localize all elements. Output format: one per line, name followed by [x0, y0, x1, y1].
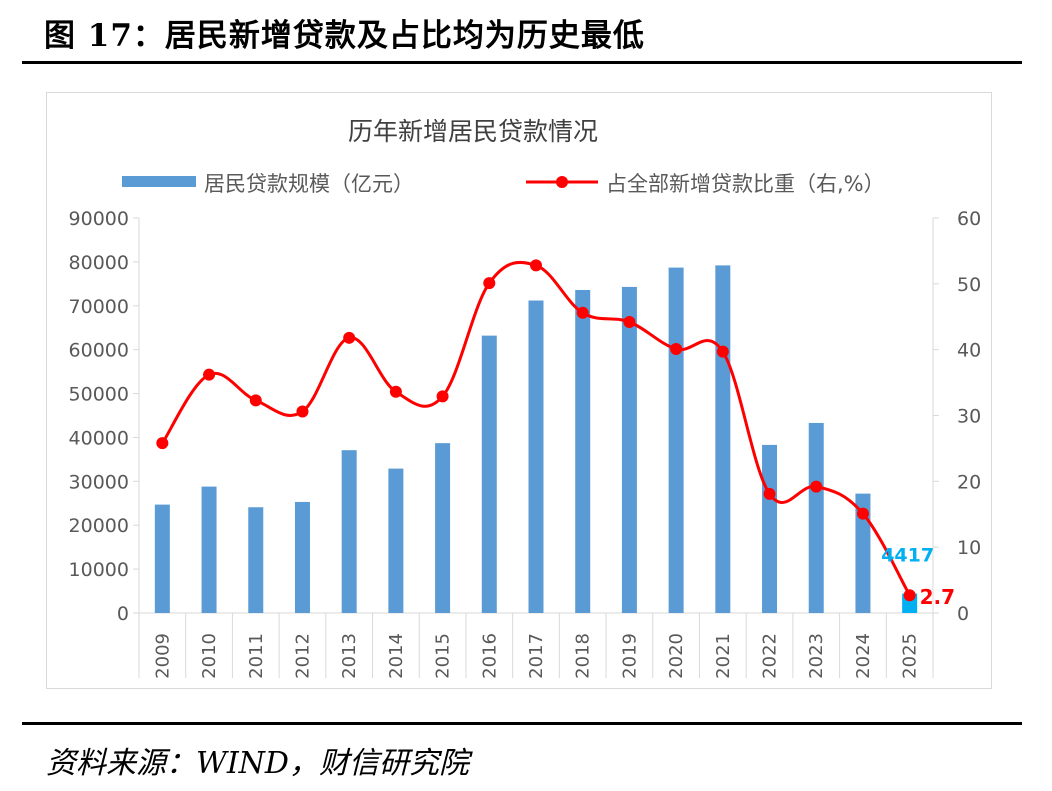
y-left-tick-label: 80000	[69, 252, 129, 274]
legend-bar-swatch	[122, 176, 196, 187]
line-point-2011	[249, 394, 262, 407]
y-left-tick-label: 40000	[69, 427, 129, 449]
line-point-2024	[856, 507, 869, 520]
y-left-tick-label: 20000	[69, 515, 129, 537]
bar-2020	[668, 267, 684, 613]
x-tick-label: 2017	[526, 633, 547, 679]
line-point-2025	[903, 589, 916, 602]
bar-2024	[855, 493, 871, 613]
line-point-2015	[436, 390, 449, 403]
x-tick-label: 2024	[853, 633, 874, 679]
chart-title: 历年新增居民贷款情况	[348, 117, 598, 146]
y-right-tick-label: 60	[957, 208, 981, 230]
x-tick-label: 2020	[666, 633, 687, 679]
axes-group: 0 10000 20000 30000 40000 50000 60000 70000 8000…	[69, 208, 982, 679]
bar-2009	[154, 504, 170, 613]
x-tick-label: 2015	[433, 633, 454, 679]
bar-2012	[294, 501, 310, 613]
line-point-2022	[763, 487, 776, 500]
y-right-tick-label: 0	[957, 603, 969, 625]
bar-2019	[621, 286, 637, 613]
x-tick-label: 2014	[386, 633, 407, 679]
line-point-2012	[296, 405, 309, 418]
top-rule	[22, 61, 1022, 64]
bar-last-label: 4417	[881, 545, 934, 567]
y-right-tick-label: 40	[957, 340, 981, 362]
x-tick-label: 2022	[760, 633, 781, 679]
y-right-tick-label: 20	[957, 471, 981, 493]
bar-2016	[481, 335, 497, 613]
x-tick-label: 2025	[900, 633, 921, 679]
bar-2018	[575, 289, 591, 613]
y-left-tick-label: 50000	[69, 384, 129, 406]
y-right-tick-label: 50	[957, 274, 981, 296]
y-left-tick-label: 60000	[69, 340, 129, 362]
y-right-tick-label: 10	[957, 537, 981, 559]
x-tick-label: 2019	[619, 633, 640, 679]
bar-2022	[762, 444, 778, 613]
bottom-rule	[22, 722, 1022, 725]
line-group	[156, 259, 916, 602]
bar-2021	[715, 265, 731, 613]
labels-group: 4417 2.7	[881, 545, 955, 610]
legend-line-label: 占全部新增贷款比重（右,%）	[606, 172, 885, 196]
x-tick-label: 2011	[246, 633, 267, 679]
x-tick-label: 2009	[152, 633, 173, 679]
legend-line-marker	[556, 176, 568, 188]
x-tick-label: 2021	[713, 633, 734, 679]
y-left-tick-label: 30000	[69, 471, 129, 493]
line-point-2020	[670, 343, 683, 356]
line-point-2014	[389, 385, 402, 398]
bar-2010	[201, 486, 217, 613]
x-tick-label: 2023	[806, 633, 827, 679]
x-tick-label: 2018	[573, 633, 594, 679]
line-point-2009	[156, 437, 169, 450]
line-point-2023	[810, 480, 823, 493]
line-point-2021	[716, 345, 729, 358]
bar-2015	[435, 443, 451, 613]
line-point-2017	[530, 259, 542, 272]
bar-2013	[341, 450, 357, 613]
chart-frame	[46, 92, 992, 689]
x-tick-label: 2013	[339, 633, 360, 679]
bars-group	[154, 265, 918, 613]
bar-2014	[388, 468, 404, 613]
x-tick-label: 2016	[479, 633, 500, 679]
line-point-2018	[576, 306, 589, 319]
bar-2011	[248, 507, 264, 613]
line-point-2019	[623, 316, 636, 329]
y-left-tick-label: 70000	[69, 296, 129, 318]
line-point-2013	[343, 331, 356, 344]
legend-bar-label: 居民贷款规模（亿元）	[204, 172, 414, 196]
bar-2023	[808, 422, 824, 613]
bar-2017	[528, 300, 544, 613]
x-tick-label: 2010	[199, 633, 220, 679]
line-last-label: 2.7	[920, 585, 955, 609]
y-right-tick-label: 30	[957, 406, 981, 428]
chart-svg: 历年新增居民贷款情况 居民贷款规模（亿元） 占全部新增贷款比重（右,%） 0 10…	[69, 117, 982, 679]
y-left-tick-label: 90000	[69, 208, 129, 230]
line-point-2010	[203, 368, 216, 381]
x-tick-label: 2012	[292, 633, 313, 679]
y-left-tick-label: 10000	[69, 559, 129, 581]
figure-title: 图 17：居民新增贷款及占比均为历史最低	[44, 18, 645, 54]
y-left-tick-label: 0	[117, 603, 129, 625]
line-point-2016	[483, 277, 496, 290]
source-note: 资料来源：WIND，财信研究院	[46, 746, 469, 781]
